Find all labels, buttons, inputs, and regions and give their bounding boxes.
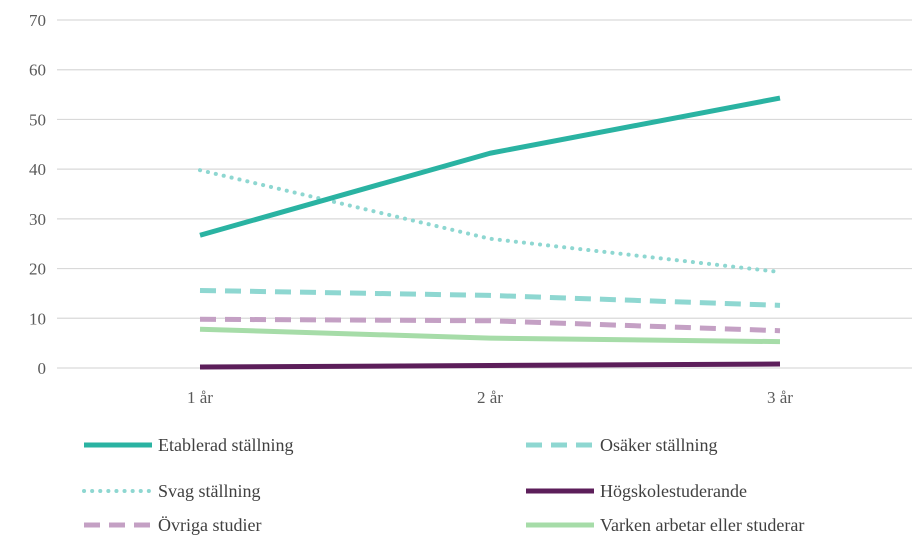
y-tick-label: 0 (38, 359, 47, 378)
series-lines (198, 95, 782, 370)
series-line-1 (199, 287, 781, 308)
y-tick-label: 20 (29, 260, 46, 279)
series-line-2 (198, 168, 782, 275)
y-tick-label: 10 (29, 309, 46, 328)
series-line-0 (199, 95, 781, 238)
series-line-3 (199, 361, 781, 370)
x-tick-label: 1 år (187, 388, 213, 407)
x-tick-label: 2 år (477, 388, 503, 407)
series-line-5 (199, 326, 781, 345)
x-axis-tick-labels: 1 år 2 år 3 år (187, 388, 793, 407)
y-axis-tick-labels: 0 10 20 30 40 50 60 70 (29, 11, 46, 378)
x-tick-label: 3 år (767, 388, 793, 407)
series-line-4 (199, 316, 781, 334)
y-tick-label: 70 (29, 11, 46, 30)
y-tick-label: 40 (29, 160, 46, 179)
gridlines (57, 19, 912, 369)
y-tick-label: 50 (29, 110, 46, 129)
y-tick-label: 60 (29, 61, 46, 80)
y-tick-label: 30 (29, 210, 46, 229)
